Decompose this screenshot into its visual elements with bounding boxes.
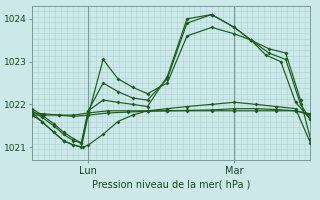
X-axis label: Pression niveau de la mer( hPa ): Pression niveau de la mer( hPa ) — [92, 180, 250, 190]
